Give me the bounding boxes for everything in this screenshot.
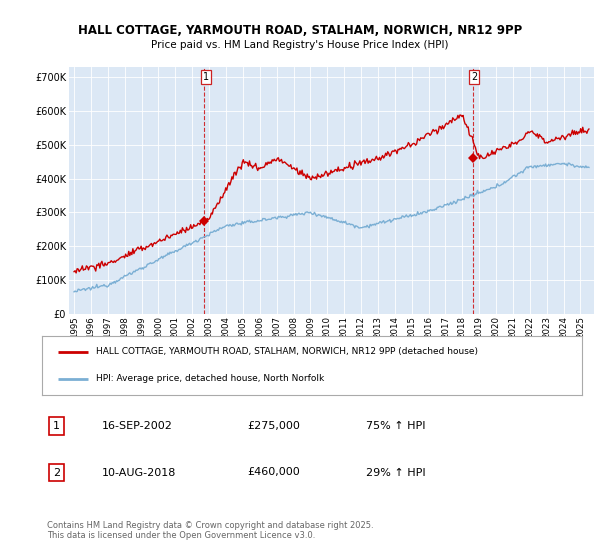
Text: HALL COTTAGE, YARMOUTH ROAD, STALHAM, NORWICH, NR12 9PP (detached house): HALL COTTAGE, YARMOUTH ROAD, STALHAM, NO…: [96, 347, 478, 356]
Text: 29% ↑ HPI: 29% ↑ HPI: [366, 468, 425, 478]
Text: HPI: Average price, detached house, North Norfolk: HPI: Average price, detached house, Nort…: [96, 375, 324, 384]
Text: Contains HM Land Registry data © Crown copyright and database right 2025.
This d: Contains HM Land Registry data © Crown c…: [47, 521, 374, 540]
Text: £275,000: £275,000: [247, 421, 300, 431]
Text: 75% ↑ HPI: 75% ↑ HPI: [366, 421, 425, 431]
Text: £460,000: £460,000: [247, 468, 300, 478]
Text: 10-AUG-2018: 10-AUG-2018: [101, 468, 176, 478]
Text: 2: 2: [53, 468, 60, 478]
Text: Price paid vs. HM Land Registry's House Price Index (HPI): Price paid vs. HM Land Registry's House …: [151, 40, 449, 50]
Text: 2: 2: [471, 72, 478, 82]
Text: 1: 1: [203, 72, 209, 82]
Text: 1: 1: [53, 421, 60, 431]
Text: 16-SEP-2002: 16-SEP-2002: [101, 421, 172, 431]
Text: HALL COTTAGE, YARMOUTH ROAD, STALHAM, NORWICH, NR12 9PP: HALL COTTAGE, YARMOUTH ROAD, STALHAM, NO…: [78, 24, 522, 37]
